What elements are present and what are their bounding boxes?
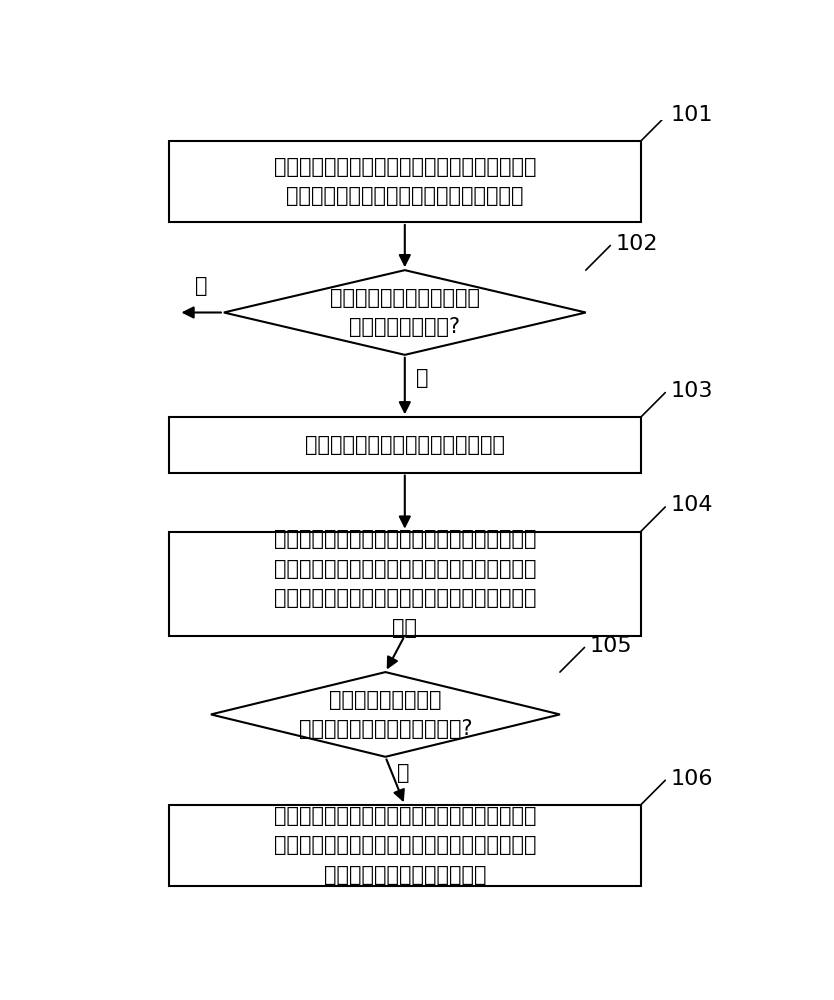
Text: 否: 否	[416, 368, 429, 388]
Text: 当前版本页面的时间戳大于
读取事务的时间戳?: 当前版本页面的时间戳大于 读取事务的时间戳?	[329, 288, 480, 337]
Text: 103: 103	[671, 381, 713, 401]
Text: 根据数据读取请求读取当前版本页面: 根据数据读取请求读取当前版本页面	[304, 435, 505, 455]
Text: 接收数据读取请求，该数据读取请求用于请求读
取数据库中的页面，包括读取事务的时间戳: 接收数据读取请求，该数据读取请求用于请求读 取数据库中的页面，包括读取事务的时间…	[274, 157, 536, 206]
Text: 是: 是	[195, 276, 208, 296]
Text: 101: 101	[671, 105, 713, 125]
Polygon shape	[224, 270, 585, 355]
FancyBboxPatch shape	[168, 805, 641, 886]
Text: 根据所请求读取的页面的数据页链中当前版本页
面的页面指针进行页级回滚，将当前版本页面回
滚到时间戳小于或等于读取事务的时间戳的版本
页面: 根据所请求读取的页面的数据页链中当前版本页 面的页面指针进行页级回滚，将当前版本…	[274, 529, 536, 638]
Polygon shape	[211, 672, 560, 757]
FancyBboxPatch shape	[168, 532, 641, 636]
Text: 104: 104	[671, 495, 713, 515]
Text: 是: 是	[397, 763, 409, 783]
Text: 进行页级回滚后的版
本页面中的记录处于操作状态?: 进行页级回滚后的版 本页面中的记录处于操作状态?	[299, 690, 472, 739]
FancyBboxPatch shape	[168, 417, 641, 473]
Text: 106: 106	[671, 769, 713, 789]
Text: 102: 102	[615, 234, 658, 254]
Text: 根据所请求读取的页面的记录链中处于操作状态
的记录的记录指针进行行级回滚，将处于操作状
态的记录回滚到操作前的记录: 根据所请求读取的页面的记录链中处于操作状态 的记录的记录指针进行行级回滚，将处于…	[274, 806, 536, 885]
Text: 105: 105	[590, 636, 632, 656]
FancyBboxPatch shape	[168, 141, 641, 222]
